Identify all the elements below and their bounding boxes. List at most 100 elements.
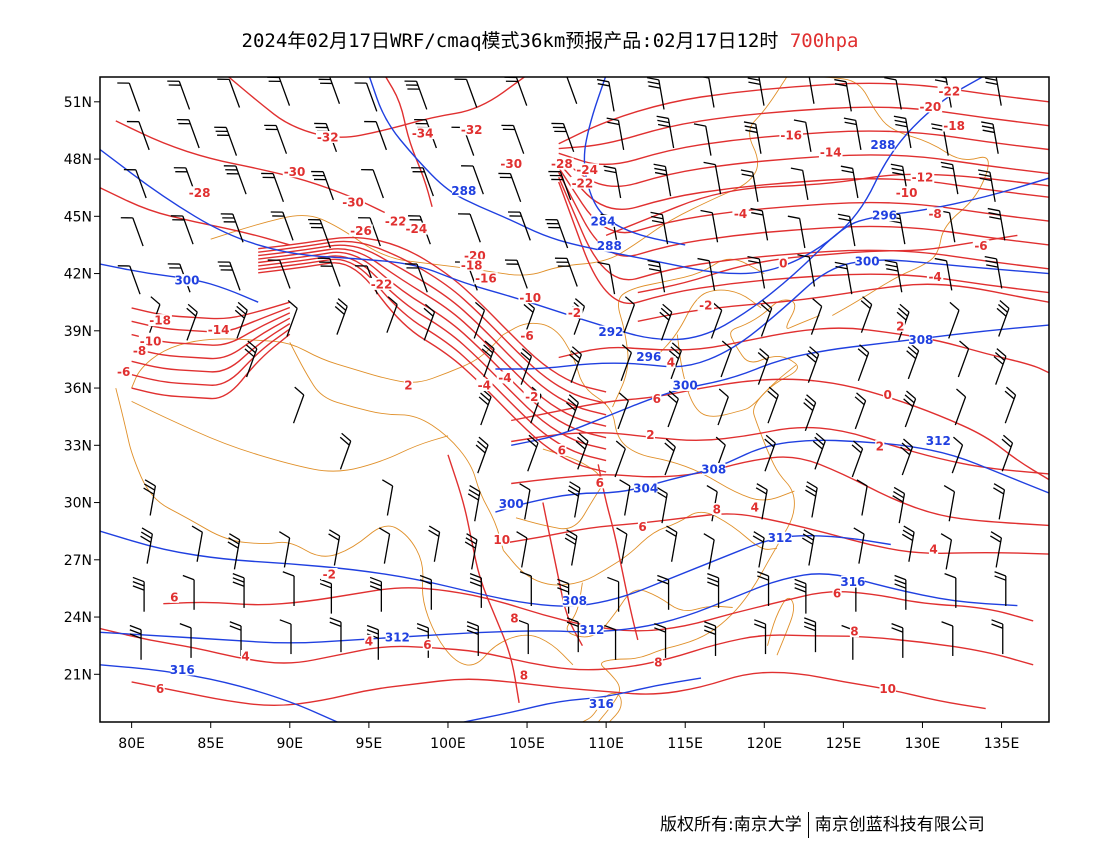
- label-background: [523, 390, 540, 403]
- wind-barb: [567, 481, 581, 518]
- height-contour: [463, 677, 702, 722]
- temperature-label: 4: [751, 501, 759, 515]
- label-background: [653, 655, 663, 668]
- wind-barb: [565, 394, 579, 432]
- wind-barb: [884, 77, 902, 110]
- wind-barb: [893, 115, 912, 149]
- temperature-label: 0: [779, 256, 787, 270]
- wind-barb: [504, 259, 528, 289]
- wind-barb: [654, 623, 667, 658]
- wind-barb: [614, 440, 626, 478]
- temperature-label: 2: [896, 319, 904, 333]
- temperature-label: 6: [833, 587, 841, 601]
- map-frame: [99, 76, 1050, 723]
- label-background: [589, 697, 614, 710]
- footer-separator: [807, 812, 809, 838]
- wind-barb: [837, 213, 856, 247]
- temperature-label: -18: [461, 258, 483, 272]
- wind-barb: [619, 479, 631, 516]
- temperature-contour: [131, 671, 986, 710]
- wind-barb: [668, 342, 682, 380]
- wind-barb: [891, 623, 904, 658]
- label-background: [645, 428, 656, 441]
- wind-barb: [358, 217, 381, 247]
- wind-barb: [740, 169, 759, 202]
- height-contour: [100, 573, 1018, 644]
- wind-barb: [278, 531, 291, 568]
- wind-barb: [467, 485, 481, 522]
- wind-barb: [481, 340, 495, 378]
- wind-barb: [806, 346, 820, 383]
- wind-barb: [647, 259, 666, 293]
- wind-barb: [948, 301, 960, 339]
- wind-barb: [903, 390, 917, 428]
- wind-barb: [655, 486, 668, 524]
- wind-barb: [747, 77, 765, 106]
- wind-barb: [943, 485, 956, 522]
- y-tick-label: 36N: [64, 381, 92, 397]
- label-background: [148, 314, 172, 327]
- height-label: 300: [673, 379, 698, 393]
- label-background: [637, 350, 661, 363]
- label-background: [926, 270, 944, 283]
- wind-barb: [504, 77, 528, 106]
- wind-barb: [339, 432, 352, 470]
- temperature-label: -2: [699, 298, 712, 312]
- temperature-label: -14: [208, 323, 230, 337]
- wind-barb: [984, 256, 1003, 289]
- wind-barb: [951, 436, 964, 474]
- height-contours: [100, 77, 1049, 722]
- wind-barb: [990, 531, 1003, 568]
- title-level: 700hpa: [789, 30, 859, 52]
- wind-barb: [176, 118, 200, 149]
- temperature-label: -2: [568, 306, 581, 320]
- wind-barb: [707, 573, 720, 608]
- temperature-contour: [558, 130, 1049, 166]
- wind-barb: [755, 483, 768, 520]
- label-background: [580, 623, 604, 636]
- wind-barb: [311, 170, 335, 201]
- height-contour: [495, 439, 1049, 513]
- wind-barb: [934, 257, 953, 291]
- temperature-contour: [558, 82, 1049, 145]
- temperature-label: -14: [820, 146, 842, 160]
- temperature-label: -32: [317, 130, 339, 144]
- label-background: [637, 520, 648, 533]
- wind-barb: [710, 301, 723, 339]
- temperature-contour: [637, 283, 1049, 322]
- temperature-label: -6: [520, 329, 533, 343]
- wind-barb: [616, 527, 628, 564]
- wind-barb: [901, 525, 915, 562]
- label-background: [591, 214, 615, 227]
- wind-barb: [787, 215, 806, 249]
- wind-barb: [170, 215, 194, 245]
- temperature-contour: [558, 327, 1049, 374]
- label-background: [155, 682, 165, 695]
- y-tick-label: 27N: [64, 553, 92, 569]
- boundary-line: [817, 77, 989, 316]
- label-background: [841, 575, 865, 588]
- temperature-label: -8: [928, 207, 941, 221]
- label-background: [712, 503, 722, 516]
- temperature-label: -8: [133, 344, 146, 358]
- wind-barb: [856, 479, 868, 516]
- wind-barb: [993, 348, 1007, 385]
- height-contour: [511, 324, 1049, 446]
- height-contour: [100, 263, 259, 303]
- height-contour: [100, 664, 338, 722]
- temperature-label: -18: [149, 314, 171, 328]
- temperature-label: -18: [943, 119, 965, 133]
- copyright-partner: 南京创蓝科技有限公司: [814, 815, 985, 835]
- x-axis: 80E 85E 90E 95E 100E 105E 110E 115E 120E 125E 130E…: [118, 722, 1019, 752]
- temperature-label: -10: [896, 186, 918, 200]
- wind-barb: [700, 209, 719, 243]
- temperature-label: -24: [576, 163, 598, 177]
- height-label: 312: [385, 630, 410, 644]
- label-background: [879, 682, 896, 695]
- wind-barb: [981, 121, 999, 154]
- temperature-label: -22: [572, 176, 594, 190]
- label-background: [451, 184, 476, 197]
- x-tick-label: 120E: [747, 736, 783, 752]
- wind-barb: [234, 301, 248, 339]
